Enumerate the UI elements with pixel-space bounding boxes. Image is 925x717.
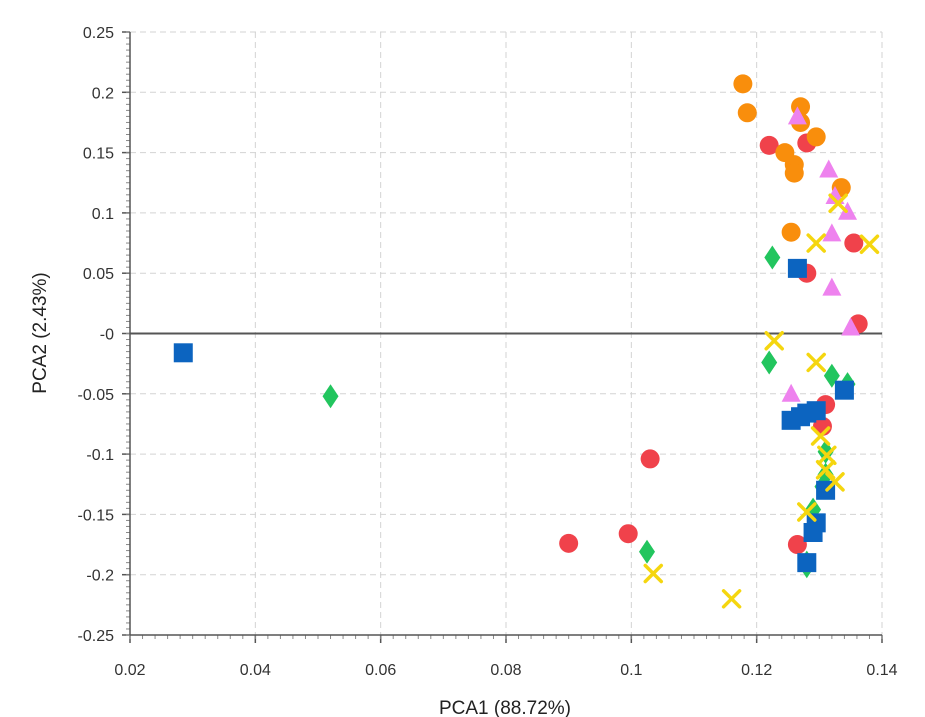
square-point bbox=[803, 522, 823, 542]
y-tick-label: -0.2 bbox=[86, 568, 114, 585]
square-point bbox=[173, 343, 193, 363]
x-axis-title: PCA1 (88.72%) bbox=[439, 698, 571, 717]
x-tick-labels: 0.02 0.04 0.06 0.08 0.1 0.12 0.14 bbox=[114, 662, 897, 679]
square-point bbox=[781, 410, 801, 430]
triangle-point bbox=[822, 277, 842, 296]
axes bbox=[122, 31, 883, 643]
cross-point bbox=[721, 589, 742, 609]
cross-point bbox=[764, 330, 784, 351]
circle-point bbox=[759, 135, 779, 155]
y-axis-title: PCA2 (2.43%) bbox=[30, 272, 51, 393]
diamond-point bbox=[322, 384, 339, 409]
cross-point bbox=[810, 426, 831, 446]
triangle-point bbox=[819, 159, 839, 178]
diamond-point bbox=[764, 245, 781, 270]
y-tick-label: 0.1 bbox=[92, 206, 114, 223]
cross-point bbox=[806, 352, 826, 373]
circle-point bbox=[784, 163, 804, 183]
square-point bbox=[834, 380, 854, 400]
diamond-point bbox=[761, 350, 778, 375]
cross-point bbox=[806, 233, 826, 253]
x-tick-label: 0.02 bbox=[114, 662, 145, 679]
circle-point bbox=[787, 535, 807, 555]
cross-point bbox=[828, 193, 848, 214]
y-tick-labels: 0.25 0.2 0.15 0.1 0.05 -0 -0.05 -0.1 -0.15 -0.2 -0… bbox=[78, 25, 115, 645]
y-tick-label: -0.1 bbox=[86, 447, 114, 464]
triangle-point bbox=[781, 383, 801, 402]
x-tick-label: 0.12 bbox=[741, 662, 772, 679]
y-tick-label: -0 bbox=[100, 327, 114, 344]
y-tick-label: -0.25 bbox=[78, 628, 115, 645]
x-tick-label: 0.06 bbox=[365, 662, 396, 679]
data-points bbox=[173, 74, 880, 609]
cross-point bbox=[859, 234, 880, 255]
diamond-point bbox=[639, 539, 655, 564]
y-tick-label: 0.25 bbox=[83, 25, 114, 42]
cross-point bbox=[817, 445, 837, 466]
cross-point bbox=[643, 563, 664, 584]
y-tick-label: 0.05 bbox=[83, 266, 114, 283]
x-tick-label: 0.04 bbox=[240, 662, 271, 679]
cross-point bbox=[797, 502, 817, 522]
cross-point bbox=[825, 472, 845, 492]
square-point bbox=[787, 258, 807, 278]
circle-point bbox=[781, 222, 801, 242]
circle-point bbox=[618, 524, 638, 544]
circle-point bbox=[844, 233, 864, 253]
x-tick-label: 0.14 bbox=[866, 662, 897, 679]
circle-point bbox=[640, 449, 660, 469]
x-tick-label: 0.08 bbox=[490, 662, 521, 679]
triangle-point bbox=[841, 317, 861, 336]
triangle-point bbox=[822, 223, 842, 242]
circle-point bbox=[559, 533, 579, 553]
x-tick-label: 0.1 bbox=[620, 662, 642, 679]
cross-point bbox=[815, 460, 836, 480]
y-tick-label: 0.15 bbox=[83, 146, 114, 163]
circle-point bbox=[737, 103, 757, 123]
circle-point bbox=[806, 127, 826, 147]
y-tick-label: 0.2 bbox=[92, 85, 114, 102]
y-tick-label: -0.15 bbox=[78, 507, 115, 524]
triangle-point bbox=[787, 106, 807, 125]
square-point bbox=[797, 553, 817, 573]
y-tick-label: -0.05 bbox=[78, 387, 115, 404]
circle-point bbox=[733, 74, 753, 94]
